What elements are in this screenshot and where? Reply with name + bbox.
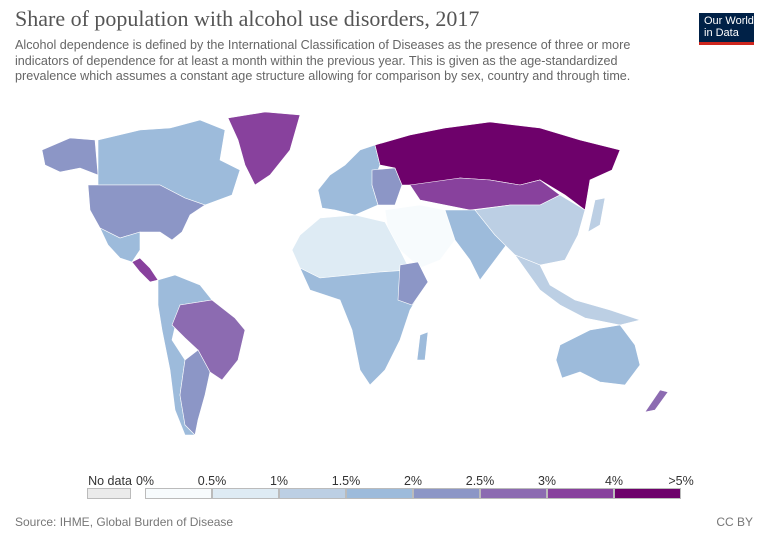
legend-bin[interactable] (279, 488, 346, 499)
legend-tick-label: >5% (668, 474, 694, 488)
legend-bin[interactable] (614, 488, 681, 499)
license: CC BY (716, 515, 753, 529)
logo-line-1: Our World (704, 15, 754, 27)
legend-bin[interactable] (547, 488, 614, 499)
region-greenland[interactable] (227, 111, 301, 186)
legend-tick-label: 4% (604, 474, 624, 488)
legend-tick-label: 2% (403, 474, 423, 488)
region-new-zealand[interactable] (644, 389, 669, 413)
legend-tick-label: 0% (135, 474, 155, 488)
logo-line-2: in Data (704, 27, 739, 39)
owid-logo[interactable]: Our World in Data (699, 13, 754, 45)
chart-subtitle: Alcohol dependence is defined by the Int… (15, 38, 631, 83)
legend-tick-label: 2.5% (465, 474, 495, 488)
source-note: Source: IHME, Global Burden of Disease (15, 515, 234, 529)
region-argentina[interactable] (179, 349, 211, 436)
legend-no-data-label: No data (88, 474, 132, 488)
region-mexico[interactable] (99, 227, 141, 263)
world-map[interactable] (0, 100, 768, 460)
legend-no-data-swatch[interactable] (87, 488, 131, 499)
region-madagascar[interactable] (416, 331, 429, 361)
region-russia[interactable] (374, 121, 621, 211)
region-east-africa[interactable] (397, 261, 429, 306)
legend-bin[interactable] (145, 488, 212, 499)
region-sub-saharan-africa[interactable] (299, 267, 426, 386)
legend-bin[interactable] (212, 488, 279, 499)
legend-bin[interactable] (346, 488, 413, 499)
region-europe[interactable] (317, 144, 381, 216)
legend-bin[interactable] (480, 488, 547, 499)
chart-title: Share of population with alcohol use dis… (15, 6, 480, 31)
region-brazil[interactable] (171, 299, 246, 381)
legend: No data 0% 0.5% 1% 1.5% 2% 2.5% 3% 4% >5% (0, 470, 768, 510)
legend-tick-label: 0.5% (197, 474, 227, 488)
region-southeast-asia[interactable] (514, 254, 642, 326)
legend-tick-label: 1% (269, 474, 289, 488)
region-central-america[interactable] (131, 257, 159, 283)
legend-bin[interactable] (413, 488, 480, 499)
region-australia[interactable] (555, 324, 641, 386)
legend-tick-label: 1.5% (331, 474, 361, 488)
region-alaska[interactable] (41, 137, 99, 176)
legend-tick-label: 3% (537, 474, 557, 488)
region-japan[interactable] (587, 197, 606, 233)
region-china[interactable] (474, 194, 586, 266)
